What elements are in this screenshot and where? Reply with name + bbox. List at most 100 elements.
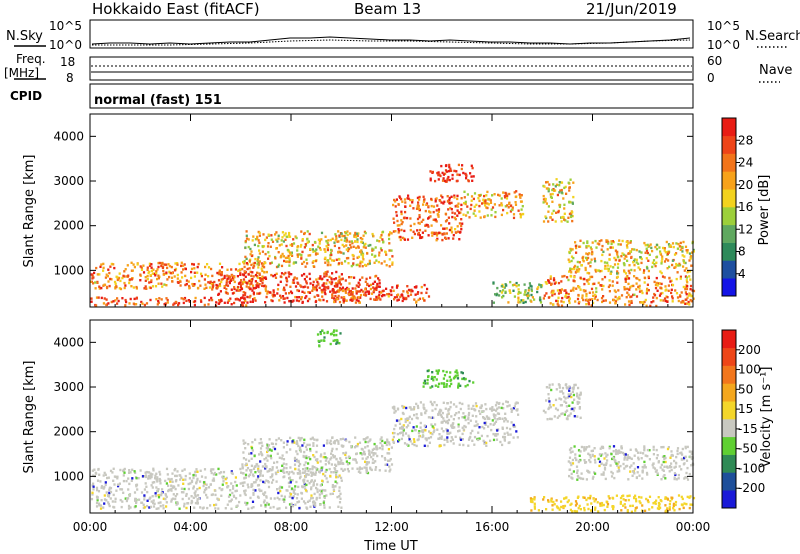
data-cell: [295, 497, 299, 500]
data-cell: [435, 232, 438, 235]
data-cell: [323, 452, 326, 455]
data-cell: [157, 507, 160, 510]
data-cell: [344, 279, 347, 282]
data-cell: [264, 462, 267, 466]
data-cell: [446, 421, 450, 425]
data-cell: [469, 435, 472, 439]
data-cell: [547, 188, 550, 191]
data-cell: [294, 285, 298, 288]
data-cell: [376, 454, 379, 458]
data-cell: [439, 174, 442, 178]
data-cell: [347, 288, 350, 291]
data-cell: [617, 255, 620, 259]
data-cell: [392, 441, 395, 444]
data-cell: [688, 472, 691, 476]
data-cell: [328, 441, 331, 445]
data-cell: [448, 163, 451, 167]
data-cell: [689, 298, 692, 302]
data-cell: [250, 469, 253, 472]
data-cell: [266, 459, 269, 462]
data-cell: [315, 486, 318, 490]
data-cell: [529, 499, 533, 503]
data-cell: [569, 289, 573, 292]
data-cell: [296, 442, 299, 445]
data-cell: [563, 504, 567, 508]
data-cell: [549, 417, 552, 421]
data-cell: [431, 432, 434, 436]
data-cell: [199, 480, 202, 483]
data-cell: [184, 274, 187, 278]
data-cell: [453, 426, 456, 429]
data-cell: [608, 301, 612, 304]
data-cell: [447, 216, 450, 219]
data-cell: [319, 277, 322, 280]
data-cell: [345, 460, 348, 463]
data-cell: [455, 369, 458, 372]
data-cell: [378, 282, 381, 285]
data-cell: [288, 503, 292, 506]
data-cell: [594, 293, 597, 297]
data-cell: [335, 270, 338, 274]
data-cell: [132, 286, 135, 289]
data-cell: [661, 255, 664, 258]
data-cell: [264, 503, 267, 507]
data-cell: [510, 421, 513, 424]
data-cell: [405, 297, 408, 300]
data-cell: [218, 262, 222, 265]
data-cell: [545, 399, 548, 402]
data-cell: [628, 271, 631, 275]
data-cell: [106, 476, 109, 480]
data-cell: [690, 452, 693, 456]
data-cell: [256, 495, 260, 498]
data-cell: [379, 236, 382, 239]
data-cell: [336, 290, 339, 293]
data-cell: [392, 289, 395, 292]
data-cell: [311, 243, 314, 247]
data-cell: [465, 214, 468, 217]
data-cell: [682, 259, 685, 263]
data-cell: [474, 402, 478, 405]
data-cell: [574, 510, 577, 513]
data-cell: [623, 269, 626, 272]
data-cell: [616, 270, 619, 273]
data-cell: [95, 266, 98, 270]
data-cell: [575, 287, 578, 290]
data-cell: [598, 270, 602, 273]
data-cell: [329, 251, 333, 255]
data-cell: [448, 375, 451, 379]
data-cell: [351, 295, 354, 298]
data-cell: [304, 489, 308, 492]
data-cell: [217, 302, 220, 305]
data-cell: [413, 440, 416, 443]
data-cell: [463, 416, 466, 419]
data-cell: [334, 298, 338, 301]
data-cell: [129, 297, 132, 301]
data-cell: [362, 258, 365, 261]
data-cell: [500, 197, 503, 200]
freq-tick-top: 18: [60, 55, 75, 69]
data-cell: [634, 509, 637, 512]
data-cell: [465, 177, 468, 180]
data-cell: [588, 445, 591, 448]
data-cell: [309, 437, 312, 441]
data-cell: [312, 286, 315, 289]
data-cell: [478, 194, 481, 197]
data-cell: [165, 482, 168, 485]
data-cell: [200, 300, 203, 303]
data-cell: [352, 245, 355, 248]
data-cell: [116, 278, 119, 282]
data-cell: [510, 208, 513, 212]
data-cell: [594, 270, 598, 273]
data-cell: [506, 400, 509, 404]
data-cell: [360, 253, 363, 256]
data-cell: [666, 447, 670, 451]
data-cell: [198, 497, 201, 500]
data-cell: [300, 253, 303, 257]
data-cell: [578, 504, 581, 508]
data-cell: [548, 383, 551, 387]
data-cell: [196, 470, 199, 473]
data-cell: [663, 249, 666, 252]
colorbar-segment: [722, 189, 736, 208]
data-cell: [602, 299, 605, 302]
data-cell: [178, 302, 181, 305]
